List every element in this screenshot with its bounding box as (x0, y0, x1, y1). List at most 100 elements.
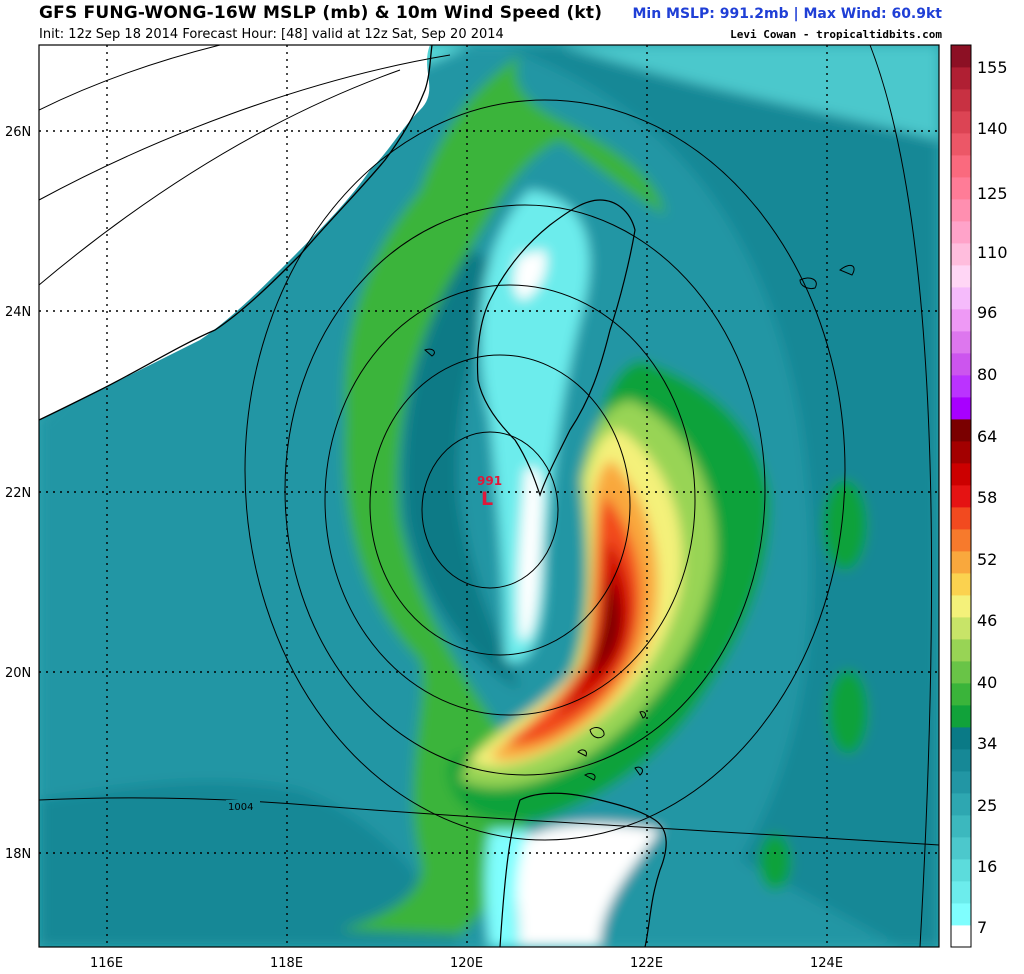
colorbar-swatch (951, 111, 971, 134)
lon-label-120: 120E (450, 956, 483, 971)
lon-labels: 116E 118E 120E 122E 124E (90, 956, 843, 971)
colorbar-labels: 155 140 125 110 96 80 64 58 52 46 40 34 … (977, 58, 1008, 937)
isobar-nw-2 (39, 69, 401, 286)
colorbar-swatch (951, 463, 971, 486)
colorbar-swatch (951, 485, 971, 508)
colorbar-swatch (951, 705, 971, 728)
low-pressure-value: 991 (477, 474, 502, 488)
colorbar-swatch (951, 815, 971, 838)
wind-band-ne (560, 45, 939, 140)
isobars (39, 45, 939, 947)
lat-label-20: 20N (5, 666, 31, 681)
mainland-land (39, 45, 430, 420)
colorbar-swatch (951, 617, 971, 640)
isobar-nw-3 (39, 45, 221, 111)
colorbar-swatch (951, 727, 971, 750)
colorbar-label-7: 7 (977, 918, 987, 937)
colorbar-swatch (951, 903, 971, 926)
wind-patch-east-1 (823, 480, 867, 570)
lon-label-118: 118E (270, 956, 303, 971)
lat-lon-grid (39, 45, 939, 947)
colorbar-label-96: 96 (977, 303, 997, 322)
wind-band-inner-dark (402, 250, 520, 690)
storm-stats: Min MSLP: 991.2mb | Max Wind: 60.9kt (632, 6, 942, 22)
lat-labels: 26N 24N 22N 20N 18N (5, 125, 31, 862)
colorbar-label-155: 155 (977, 58, 1008, 77)
isobar-2 (369, 354, 631, 656)
colorbar-swatch (951, 837, 971, 860)
map-title: GFS FUNG-WONG-16W MSLP (mb) & 10m Wind S… (39, 3, 603, 23)
colorbar-swatch (951, 771, 971, 794)
china-coastline (39, 45, 433, 421)
colorbar-swatch (951, 133, 971, 156)
credit: Levi Cowan - tropicaltidbits.com (730, 28, 942, 41)
colorbar-swatch (951, 925, 971, 948)
colorbar-frame (950, 44, 972, 948)
colorbar-label-110: 110 (977, 243, 1008, 262)
isobar-label: 1004 (228, 802, 253, 813)
colorbar-label-46: 46 (977, 611, 997, 630)
colorbar-swatch (951, 749, 971, 772)
wind-band-max (590, 575, 621, 678)
colorbar-swatch (951, 45, 971, 68)
isobar-label-bg (226, 800, 260, 812)
colorbar-swatch (951, 221, 971, 244)
wind-band-sw (39, 781, 460, 947)
colorbar-swatch (951, 67, 971, 90)
colorbar-swatch (951, 287, 971, 310)
colorbar-label-64: 64 (977, 427, 997, 446)
colorbar-swatch (951, 419, 971, 442)
isobar-east (869, 45, 933, 947)
lat-label-22: 22N (5, 486, 31, 501)
isobar-5 (244, 99, 846, 841)
plot-area: 1004 991 L (39, 45, 939, 947)
lon-label-124: 124E (810, 956, 843, 971)
colorbar-swatch (951, 639, 971, 662)
isobar-nw-1 (39, 54, 451, 201)
colorbar-swatch (951, 551, 971, 574)
colorbar-label-40: 40 (977, 673, 997, 692)
colorbar-swatch (951, 177, 971, 200)
taiwan-coastline (476, 199, 636, 497)
wind-light-south (485, 830, 530, 947)
colorbar-swatch (951, 881, 971, 904)
colorbar-swatch (951, 155, 971, 178)
colorbar-swatch (951, 353, 971, 376)
colorbar-swatch (951, 595, 971, 618)
colorbar-swatch (951, 529, 971, 552)
colorbar-swatch (951, 661, 971, 684)
colorbar-swatch (951, 199, 971, 222)
colorbar-label-16: 16 (977, 857, 997, 876)
wind-band-west-green (340, 55, 665, 935)
colorbar-swatch (951, 375, 971, 398)
colorbar-swatch (951, 859, 971, 882)
luzon-coastline (499, 792, 667, 947)
wind-core-calm (480, 190, 590, 662)
colorbar-swatch (951, 331, 971, 354)
colorbar-label-140: 140 (977, 119, 1008, 138)
isobar-4 (284, 204, 766, 776)
colorbar-label-34: 34 (977, 734, 997, 753)
colorbar-swatch (951, 397, 971, 420)
lon-label-122: 122E (630, 956, 663, 971)
colorbar-swatch (951, 683, 971, 706)
colorbar-swatch (951, 793, 971, 816)
colorbar (950, 44, 972, 948)
plot-frame (38, 44, 940, 948)
colorbar-label-80: 80 (977, 365, 997, 384)
colorbar-swatch (951, 441, 971, 464)
colorbar-swatch (951, 265, 971, 288)
colorbar-label-58: 58 (977, 488, 997, 507)
colorbar-label-52: 52 (977, 550, 997, 569)
lat-label-18: 18N (5, 847, 31, 862)
colorbar-swatch (951, 309, 971, 332)
colorbar-label-25: 25 (977, 796, 997, 815)
map-subtitle: Init: 12z Sep 18 2014 Forecast Hour: [48… (39, 27, 504, 42)
colorbar-label-125: 125 (977, 184, 1008, 203)
colorbar-swatch (951, 243, 971, 266)
wind-core-north (513, 250, 547, 300)
wind-core-min (517, 467, 543, 641)
colorbar-swatch (951, 573, 971, 596)
isobar-1004 (39, 797, 939, 846)
